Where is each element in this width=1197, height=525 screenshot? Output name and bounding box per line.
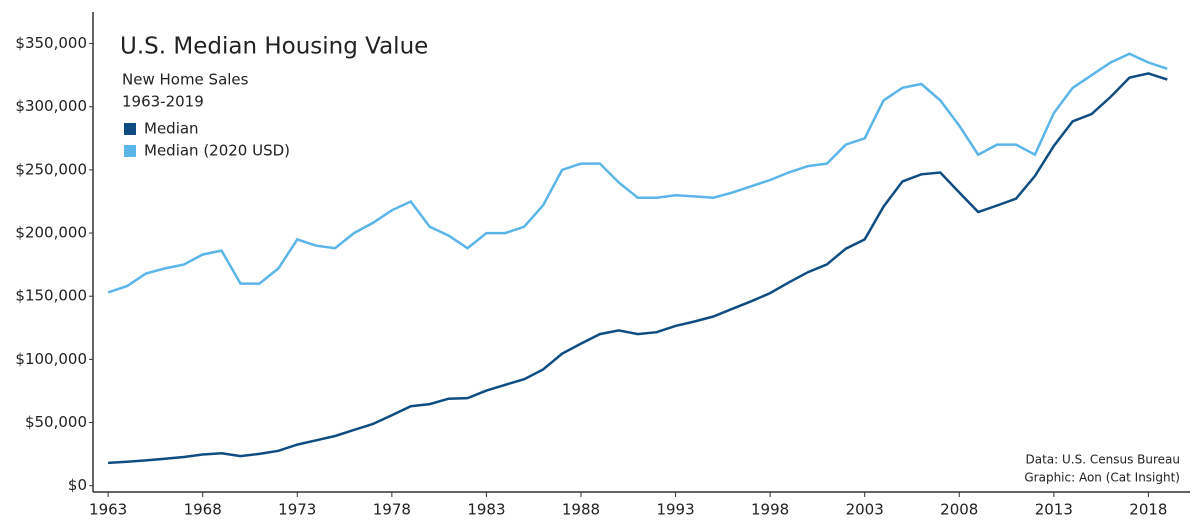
x-tick-label: 2008 <box>940 501 978 519</box>
x-tick-label: 2013 <box>1035 501 1073 519</box>
legend-label: Median <box>144 120 199 138</box>
legend-swatch <box>124 123 136 135</box>
x-tick-label: 1963 <box>89 501 127 519</box>
legend-swatch <box>124 145 136 157</box>
y-tick-label: $350,000 <box>15 34 87 52</box>
y-tick-label: $50,000 <box>25 413 87 431</box>
y-tick-label: $200,000 <box>15 224 87 242</box>
series-line <box>107 52 1168 294</box>
x-tick-label: 2018 <box>1129 501 1167 519</box>
x-tick-label: 2003 <box>846 501 884 519</box>
y-tick-label: $300,000 <box>15 97 87 115</box>
x-tick-label: 1998 <box>751 501 789 519</box>
chart-subtitle: New Home Sales <box>122 71 249 89</box>
x-tick-label: 1973 <box>278 501 316 519</box>
y-tick-label: $100,000 <box>15 350 87 368</box>
source-note: Data: U.S. Census Bureau <box>1026 453 1181 467</box>
x-tick-label: 1968 <box>184 501 222 519</box>
chart-title: U.S. Median Housing Value <box>120 34 428 60</box>
y-tick-label: $0 <box>68 476 87 494</box>
y-tick-label: $150,000 <box>15 287 87 305</box>
x-tick-label: 1983 <box>467 501 505 519</box>
y-tick-label: $250,000 <box>15 160 87 178</box>
chart-subtitle: 1963-2019 <box>122 93 204 111</box>
series-line <box>108 72 1168 465</box>
credit-note: Graphic: Aon (Cat Insight) <box>1024 471 1180 485</box>
x-tick-label: 1993 <box>656 501 694 519</box>
x-tick-label: 1988 <box>562 501 600 519</box>
x-tick-label: 1978 <box>373 501 411 519</box>
legend-label: Median (2020 USD) <box>144 142 290 160</box>
